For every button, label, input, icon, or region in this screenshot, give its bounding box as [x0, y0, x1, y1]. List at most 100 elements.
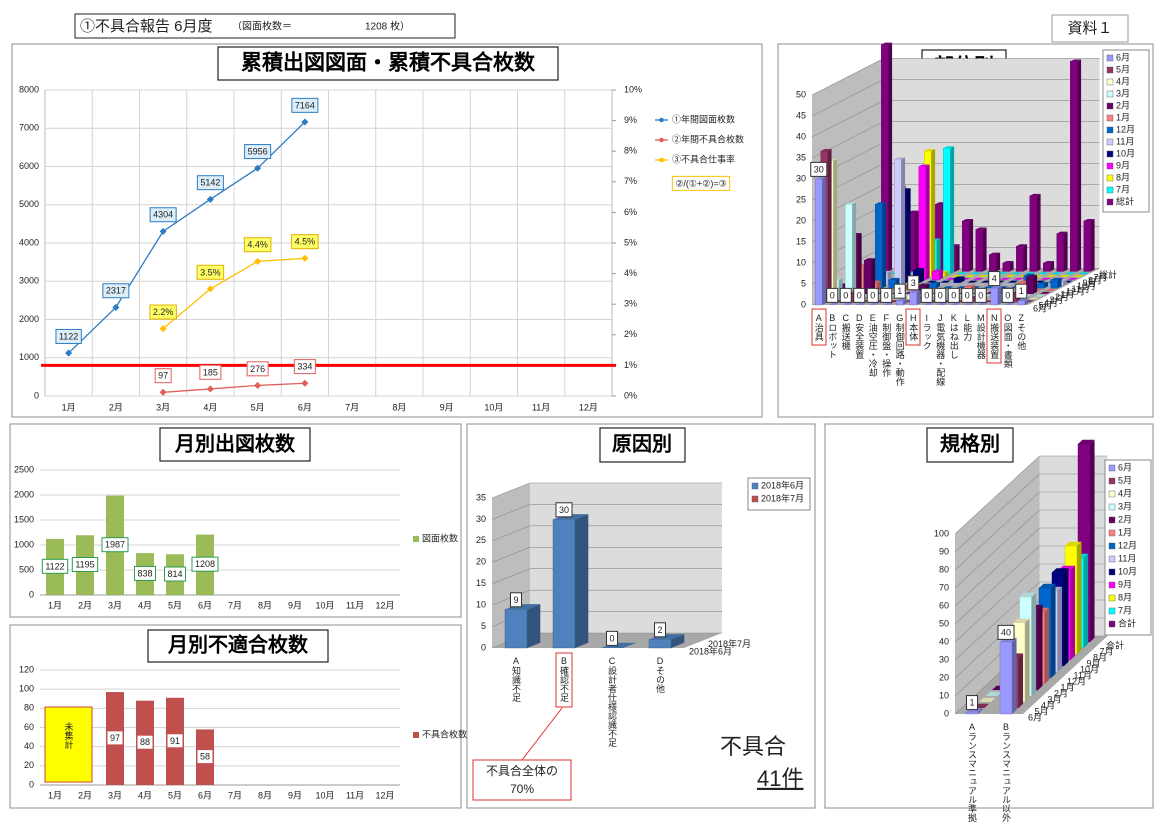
label-box	[605, 630, 619, 646]
legend-swatch	[1108, 529, 1116, 537]
bar	[1040, 277, 1052, 280]
x-tick-label: H本体	[908, 313, 918, 342]
y-tick-label: 1500	[14, 514, 34, 524]
x-tick-label: 6月	[198, 600, 212, 610]
bar	[882, 303, 894, 305]
label-box	[41, 558, 69, 574]
bar-top	[1045, 275, 1057, 277]
bar-side	[925, 164, 930, 280]
legend-swatch	[1108, 477, 1116, 485]
y-tick-label: 50	[939, 618, 949, 628]
bar-top	[881, 42, 893, 45]
bar	[989, 252, 1001, 272]
depth-label: 3月	[1050, 295, 1064, 305]
bar-top	[943, 146, 955, 149]
bar-top	[964, 275, 976, 277]
bar	[932, 269, 944, 280]
x-tick-label: 3月	[108, 600, 122, 610]
bar-top	[1016, 244, 1028, 247]
y-tick-label: 10	[796, 257, 806, 267]
x-tick-label: 6月	[198, 790, 212, 800]
legend-swatch	[1108, 503, 1116, 511]
bar	[1026, 275, 1038, 294]
bar-side	[1090, 439, 1095, 642]
point	[112, 303, 120, 311]
grid-line	[491, 589, 722, 606]
bar	[1005, 275, 1017, 277]
bar	[929, 282, 941, 289]
x-tick-label: L能力	[962, 313, 972, 342]
bar-side	[882, 202, 887, 289]
bar-side	[936, 238, 941, 275]
legend-swatch	[1108, 516, 1116, 524]
bar-side	[960, 276, 965, 283]
depth-label: 4月	[1041, 700, 1055, 710]
label-box	[154, 368, 172, 384]
x-tick-label: 2月	[78, 790, 92, 800]
bar-top	[1083, 219, 1095, 221]
bar-side	[1023, 244, 1028, 272]
legend-swatch	[1106, 102, 1114, 110]
label-box	[246, 361, 269, 377]
bar-front	[875, 203, 883, 289]
label-box	[826, 287, 839, 303]
depth-label: 7月	[1100, 646, 1114, 656]
bar-top	[1005, 275, 1017, 277]
legend-swatch	[1106, 78, 1114, 86]
bar-top	[1040, 277, 1052, 280]
chart-title: 月別出図枚数	[174, 431, 296, 455]
x-tick-label: 5月	[168, 600, 182, 610]
bar	[985, 691, 1003, 696]
legend-label: 1月	[1116, 112, 1130, 122]
bar-top	[918, 164, 930, 167]
depth-label: 5月	[1039, 301, 1053, 311]
point	[159, 388, 167, 396]
bar	[963, 303, 975, 305]
data-label: 1	[969, 698, 974, 708]
bar-front	[943, 147, 951, 275]
bar-top	[929, 282, 941, 284]
legend-swatch	[1108, 607, 1116, 615]
bar-front	[1050, 279, 1058, 289]
bar-top	[923, 303, 935, 305]
legend-label: ②年間不具合枚数	[672, 133, 744, 144]
bar-top	[882, 303, 894, 305]
bar	[977, 303, 989, 305]
label-box	[671, 175, 731, 191]
bar-top	[1067, 277, 1079, 280]
y-tick-label: 5000	[19, 199, 39, 209]
bar-side	[1038, 604, 1043, 690]
bar-front	[1017, 300, 1025, 306]
data-label: 91	[170, 736, 180, 746]
legend-label: 9月	[1116, 160, 1130, 170]
depth-label: 1月	[1061, 289, 1075, 299]
x-tick-label: 5月	[251, 402, 265, 412]
y2-tick-label: 0%	[624, 390, 637, 400]
highlight-box	[811, 308, 827, 346]
y2-tick-label: 3%	[624, 299, 637, 309]
bar	[1034, 280, 1046, 283]
bar	[1056, 231, 1068, 272]
bar-side	[1044, 282, 1049, 289]
bar	[979, 697, 996, 702]
legend-label: 7月	[1116, 184, 1130, 194]
bar	[1024, 272, 1036, 275]
y-tick-label: 0	[29, 589, 34, 599]
bar-top	[963, 303, 975, 305]
x-tick-label: 9月	[288, 790, 302, 800]
bar-top	[926, 280, 938, 283]
data-label: 2.2%	[153, 307, 174, 317]
legend-label: 3月	[1118, 501, 1132, 511]
data-label: 3	[911, 278, 916, 288]
bar-side	[916, 290, 921, 305]
data-label: 0	[938, 290, 943, 300]
x-tick-label: A知識不足	[511, 656, 521, 703]
legend-label: 4月	[1118, 488, 1132, 498]
bar-top	[1037, 272, 1049, 275]
y-tick-label: 40	[939, 636, 949, 646]
x-tick-label: Dその他	[655, 656, 665, 694]
bar	[953, 276, 965, 283]
bar-top	[967, 280, 979, 283]
bar-side	[888, 42, 893, 272]
legend-label: 5月	[1116, 64, 1130, 74]
